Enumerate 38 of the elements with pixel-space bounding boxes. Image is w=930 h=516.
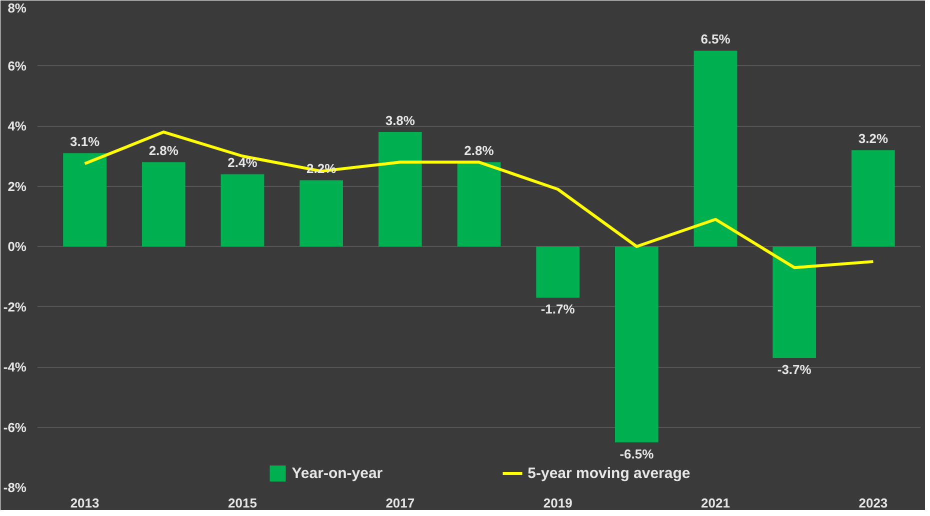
legend-label: 5-year moving average (528, 464, 690, 482)
y-tick-label: -6% (3, 420, 27, 435)
x-tick-label: 2023 (858, 496, 888, 510)
y-tick-label: -8% (3, 480, 27, 495)
data-label: 2.8% (148, 143, 179, 158)
bar (63, 153, 106, 246)
y-tick-label: -2% (3, 299, 27, 314)
bar (220, 174, 264, 246)
y-tick-label: 8% (8, 0, 27, 16)
x-tick-label: 2013 (70, 496, 100, 510)
y-tick-label: -4% (3, 360, 27, 374)
y-tick-label: 2% (8, 178, 27, 194)
bar (772, 246, 816, 358)
x-tick-label: 2015 (228, 496, 257, 510)
data-label: 3.2% (858, 131, 888, 146)
data-label: 3.8% (385, 113, 416, 128)
legend-label: Year-on-year (292, 464, 383, 482)
bar (300, 180, 343, 246)
y-tick-label: 4% (8, 118, 27, 134)
bar (536, 246, 580, 298)
data-label: 3.1% (70, 134, 100, 150)
data-label: -1.7% (540, 302, 576, 317)
y-tick-label: 6% (8, 58, 27, 74)
bar (378, 132, 422, 246)
x-tick-label: 2017 (386, 496, 415, 510)
data-label: 2.8% (464, 143, 494, 158)
bar (142, 162, 186, 246)
bar (457, 162, 501, 246)
data-label: 6.5% (700, 32, 731, 47)
x-tick-label: 2021 (701, 496, 730, 510)
x-tick-label: 2019 (543, 496, 572, 510)
bar (852, 150, 895, 246)
data-label: -3.7% (777, 362, 812, 377)
data-label: -6.5% (620, 446, 654, 462)
data-label: 2.4% (228, 155, 258, 170)
y-tick-label: 0% (8, 239, 27, 254)
bar (694, 50, 738, 246)
bar (615, 246, 658, 442)
